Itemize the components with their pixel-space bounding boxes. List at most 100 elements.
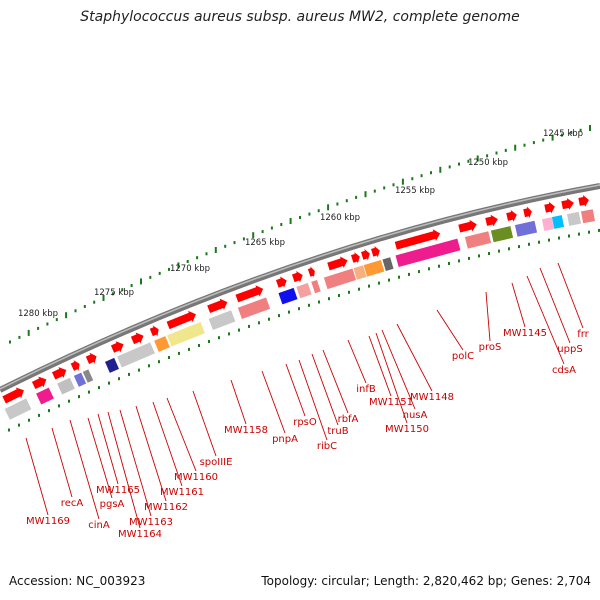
gene-leader-line (107, 411, 141, 529)
ruler-minor-tick (299, 216, 301, 219)
gene-leader-line (311, 353, 339, 426)
inner-tick (508, 247, 510, 251)
ruler-minor-tick (345, 199, 348, 203)
ruler-minor-tick (467, 159, 470, 163)
gene-leader-line (192, 390, 217, 457)
gene-leader-line (539, 267, 571, 344)
gene-arrow (275, 276, 287, 288)
ruler-minor-tick (121, 288, 124, 292)
gene-label: MW1162 (144, 502, 188, 513)
inner-tick (488, 252, 490, 255)
ruler-major-tick (589, 125, 591, 131)
gene-arrow (110, 341, 124, 353)
inner-tick (58, 404, 60, 408)
ruler-minor-tick (504, 148, 507, 152)
gene-leader-line (119, 409, 152, 517)
ruler-minor-tick (486, 154, 489, 158)
ruler-major-tick (214, 247, 217, 253)
ruler-label: 1255 kbp (395, 186, 435, 196)
inner-tick (268, 317, 270, 321)
gene-label: MW1161 (160, 487, 204, 498)
gene-leader-line (396, 323, 433, 392)
inner-tick (368, 284, 370, 288)
inner-tick (28, 418, 30, 422)
inner-tick (8, 428, 10, 432)
gene-label: rbfA (338, 414, 359, 425)
gene-block (4, 398, 32, 420)
gene-leader-line (322, 349, 349, 414)
ruler-minor-tick (55, 318, 58, 322)
gene-label: polC (452, 351, 474, 362)
ruler-minor-tick (270, 226, 273, 230)
gene-label: MW1165 (96, 485, 140, 496)
ruler-minor-tick (448, 165, 451, 169)
gene-leader-line (97, 413, 119, 485)
inner-tick (378, 281, 380, 285)
inner-tick (598, 228, 600, 232)
gene-block (278, 287, 298, 305)
gene-label: MW1145 (503, 328, 547, 339)
gene-block (581, 209, 595, 224)
gene-block (82, 369, 94, 383)
gene-arrow (371, 245, 380, 258)
gene-leader-line (347, 339, 367, 384)
inner-tick (308, 303, 310, 307)
gene-block (353, 265, 367, 280)
inner-tick (248, 324, 250, 328)
ruler-minor-tick (420, 174, 423, 178)
gene-block (395, 238, 461, 268)
ruler-label: 1265 kbp (245, 238, 285, 248)
ruler-minor-tick (9, 340, 11, 344)
gene-arrow (85, 352, 97, 364)
inner-tick (298, 307, 300, 311)
inner-tick (418, 270, 420, 274)
gene-arrow (70, 360, 80, 371)
inner-tick (478, 254, 480, 258)
gene-label: cinA (88, 520, 110, 531)
inner-tick (328, 297, 330, 301)
gene-leader-line (166, 397, 197, 472)
gene-block (57, 377, 75, 395)
gene-block (73, 372, 87, 387)
ruler-minor-tick (242, 237, 245, 241)
gene-arrow (561, 198, 574, 210)
gene-leader-line (526, 275, 565, 365)
ruler-minor-tick (532, 141, 535, 145)
inner-tick (338, 294, 340, 297)
ruler-minor-tick (308, 212, 311, 216)
gene-arrow (458, 219, 477, 233)
inner-tick (178, 351, 180, 355)
gene-arrow (506, 210, 517, 222)
inner-tick (568, 234, 570, 238)
inner-tick (238, 328, 240, 332)
gene-arrow (166, 310, 196, 330)
gene-leader-line (375, 332, 408, 424)
inner-tick (438, 264, 440, 268)
gene-block (551, 215, 565, 229)
gene-leader-line (135, 405, 167, 502)
inner-tick (68, 399, 70, 403)
ruler-minor-tick (186, 260, 189, 263)
gene-label: MW1163 (129, 517, 173, 528)
ruler-minor-tick (373, 189, 376, 193)
ruler-minor-tick (83, 305, 86, 308)
gene-label: MW1150 (385, 424, 429, 435)
ruler-label: 1260 kbp (320, 213, 360, 223)
gene-arrow (394, 229, 441, 250)
ruler-minor-tick (542, 138, 545, 142)
ruler-major-tick (252, 232, 255, 239)
ruler-minor-tick (495, 151, 498, 155)
ruler-minor-tick (392, 183, 395, 187)
ruler-label: 1280 kbp (18, 309, 58, 319)
gene-leader-line (69, 419, 100, 520)
ruler-label: 1270 kbp (170, 264, 210, 274)
gene-block (541, 217, 555, 231)
ruler-minor-tick (355, 195, 358, 199)
inner-tick (218, 336, 220, 340)
gene-arrow (207, 298, 228, 313)
gene-label: pnpA (272, 434, 298, 445)
inner-tick (258, 321, 260, 325)
inner-tick (558, 236, 560, 240)
gene-block (167, 321, 205, 347)
gene-block (208, 310, 236, 331)
